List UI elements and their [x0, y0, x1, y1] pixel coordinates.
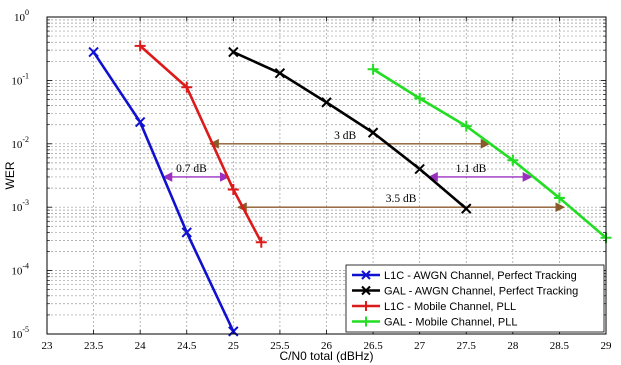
- legend-entry: L1C - AWGN Channel, Perfect Tracking: [384, 270, 577, 282]
- point-marker-x: [134, 116, 146, 128]
- x-tick-label: 23.5: [84, 340, 104, 352]
- legend-entry: GAL - Mobile Channel, PLL: [384, 317, 518, 329]
- annotations: 3 dB 0.7 dB 1.1 dB 3.5 dB: [162, 130, 566, 213]
- y-tick-label: 10-3: [11, 198, 29, 214]
- y-tick-label: 10-5: [11, 325, 29, 341]
- db-gap-label: 3.5 dB: [386, 193, 417, 205]
- legend-box: [345, 264, 605, 333]
- x-axis-label: C/N0 total (dBHz): [279, 349, 373, 363]
- x-tick-label: 24: [135, 340, 147, 352]
- x-tick-label: 27: [414, 340, 426, 352]
- series-group: [134, 40, 267, 248]
- x-tick-label: 27.5: [457, 340, 477, 352]
- point-marker-x: [367, 127, 379, 138]
- db-gap-label: 3 dB: [334, 130, 356, 142]
- legend: L1C - AWGN Channel, Perfect Tracking GAL …: [345, 264, 605, 333]
- db-gap-label: 1.1 dB: [456, 163, 487, 175]
- x-tick-label: 25: [228, 340, 240, 352]
- x-tick-label: 28: [507, 340, 519, 352]
- series-line: [139, 44, 263, 243]
- data-series: [88, 40, 612, 337]
- legend-entry: L1C - Mobile Channel, PLL: [384, 301, 516, 313]
- point-marker-x: [361, 285, 371, 296]
- y-axis-label: WER: [3, 161, 17, 189]
- db-gap-label: 0.7 dB: [176, 163, 207, 175]
- point-marker-x: [181, 227, 192, 238]
- point-marker-x: [88, 46, 99, 58]
- point-marker-x: [461, 203, 472, 214]
- x-tick-label: 29: [601, 340, 613, 352]
- x-tick-label: 25.5: [270, 340, 290, 352]
- y-tick-label: 10-4: [11, 262, 29, 278]
- point-marker-x: [414, 163, 425, 175]
- series-group: [228, 46, 472, 214]
- point-marker-x: [321, 97, 332, 108]
- x-tick-label: 23: [42, 340, 54, 352]
- series-line: [232, 50, 468, 210]
- y-tick-label: 10-2: [11, 135, 29, 151]
- series-line: [372, 68, 607, 239]
- x-tick-label: 26.5: [363, 340, 383, 352]
- x-tick-label: 26: [321, 340, 333, 352]
- x-tick-label: 28.5: [550, 340, 570, 352]
- point-marker-x: [228, 46, 239, 58]
- legend-entry: GAL - AWGN Channel, Perfect Tracking: [384, 286, 578, 298]
- point-marker-x: [361, 270, 371, 280]
- series-line: [92, 51, 235, 332]
- point-marker-x: [274, 67, 286, 79]
- y-tick-label: 100: [14, 8, 29, 24]
- y-tick-label: 10-1: [11, 71, 29, 87]
- x-tick-label: 24.5: [177, 340, 197, 352]
